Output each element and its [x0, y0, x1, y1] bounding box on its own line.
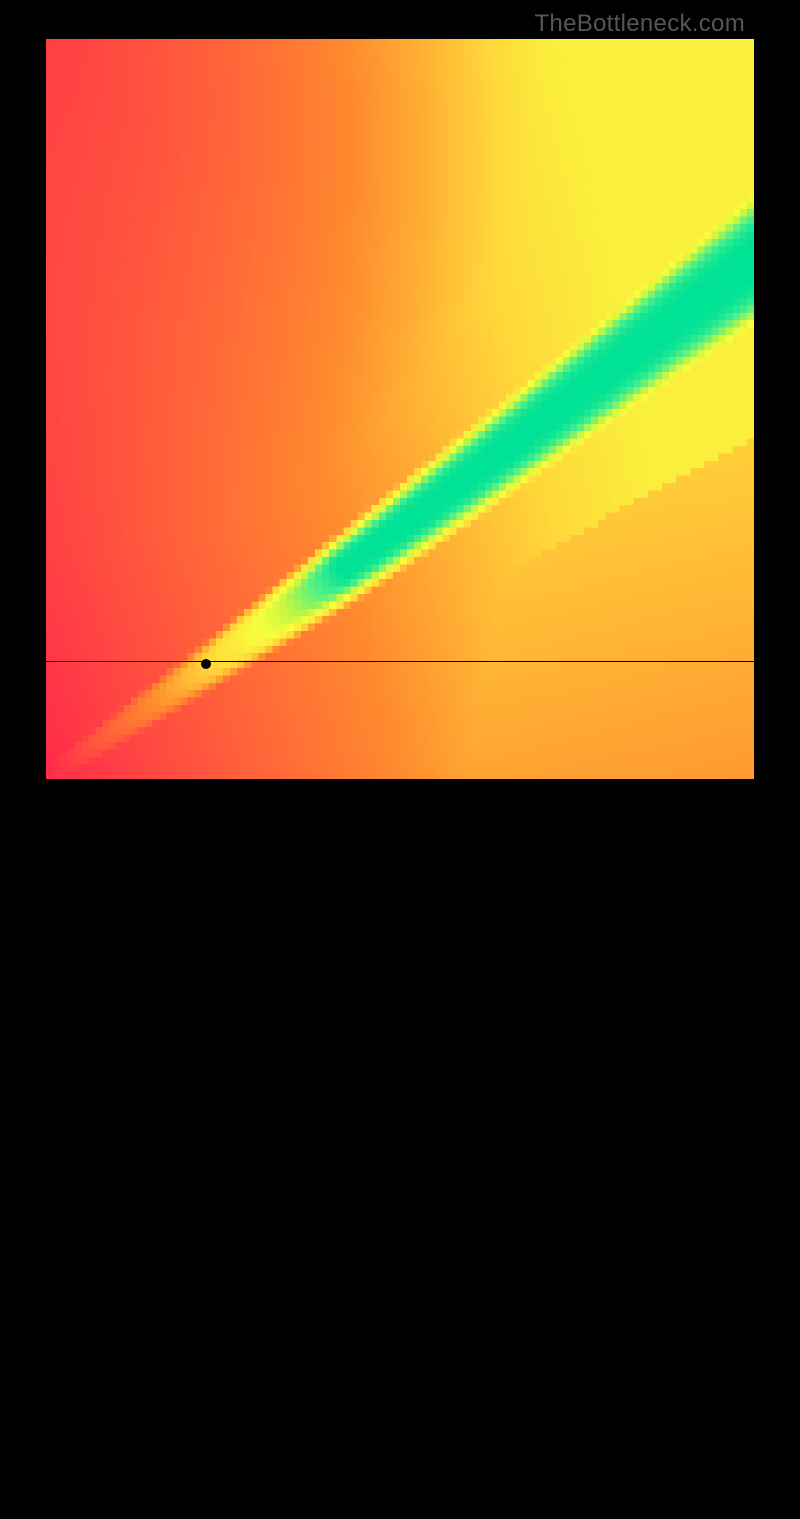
- watermark-text: TheBottleneck.com: [534, 10, 745, 38]
- heatmap-canvas: [46, 39, 754, 779]
- marker-dot: [201, 659, 211, 669]
- crosshair-vertical: [205, 779, 206, 1519]
- chart-plot-area: [46, 39, 754, 779]
- crosshair-horizontal: [46, 661, 754, 662]
